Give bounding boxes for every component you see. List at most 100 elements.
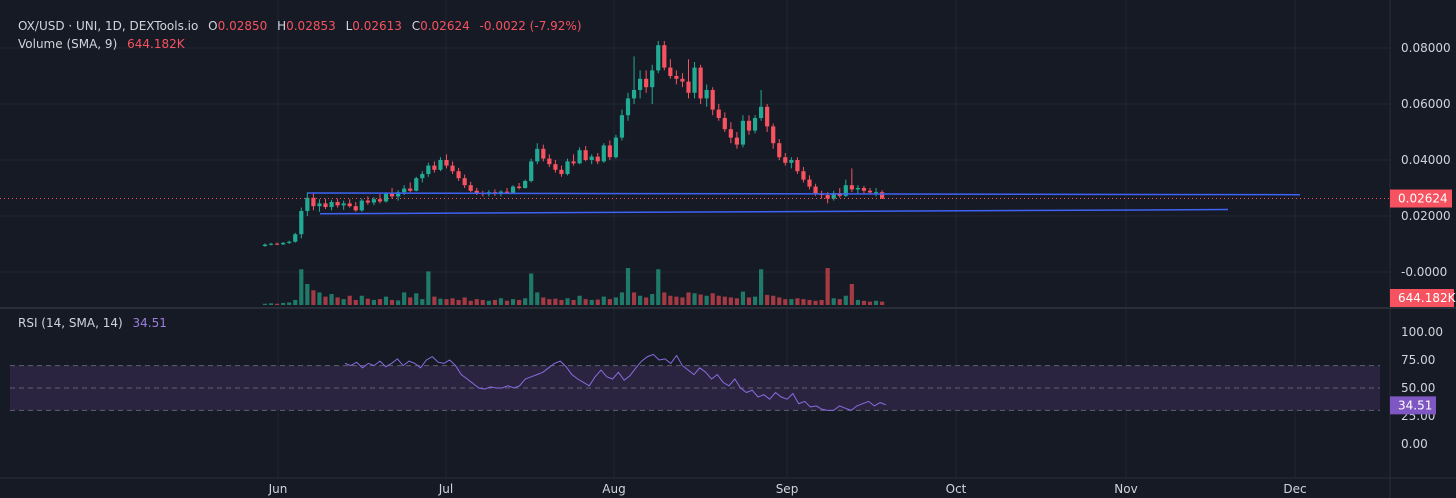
candle-body	[517, 186, 522, 188]
volume-bar	[480, 299, 485, 305]
candle-body	[722, 118, 727, 130]
x-tick-label: Dec	[1283, 482, 1306, 496]
candle-body	[353, 206, 358, 211]
volume-bar	[396, 300, 401, 305]
volume-legend[interactable]: Volume (SMA, 9) 644.182K	[18, 36, 185, 52]
volume-badge-label: 644.182K	[1398, 291, 1456, 305]
candle-body	[728, 129, 733, 138]
volume-bar	[510, 299, 516, 305]
candle-body	[359, 200, 364, 211]
volume-bar	[668, 295, 673, 305]
volume-bar	[638, 295, 643, 305]
volume-bar	[468, 300, 473, 305]
candle-body	[873, 192, 879, 194]
volume-bar	[456, 299, 461, 305]
rsi-tick-label: 50.00	[1401, 381, 1435, 395]
y-tick-label: 0.02000	[1401, 209, 1451, 223]
symbol-title[interactable]: OX/USD · UNI, 1D, DEXTools.io	[18, 19, 199, 33]
candle-body	[414, 178, 419, 191]
volume-bar	[517, 299, 522, 305]
volume-bar	[686, 292, 691, 305]
rsi-line	[344, 353, 887, 411]
volume-bar	[492, 299, 497, 305]
volume-bar	[383, 296, 389, 305]
candle-body	[335, 202, 340, 206]
volume-bar	[873, 300, 879, 305]
candle-body	[462, 178, 467, 186]
volume-bar	[692, 293, 697, 305]
candle-body	[740, 120, 746, 145]
candle-body	[625, 98, 631, 116]
x-tick-label: Nov	[1114, 482, 1137, 496]
volume-bar	[777, 297, 782, 305]
candle-body	[656, 45, 661, 71]
volume-bar	[589, 299, 594, 305]
candle-body	[783, 157, 788, 163]
candle-body	[668, 67, 673, 76]
candle-body	[341, 203, 346, 206]
volume-bar	[795, 298, 800, 305]
candle-body	[547, 158, 552, 165]
volume-bar	[613, 297, 618, 305]
volume-bar	[625, 268, 631, 305]
candle-body	[589, 156, 594, 160]
candle-body	[389, 193, 395, 197]
volume-bar	[553, 298, 558, 305]
volume-bar	[740, 291, 746, 305]
volume-bar	[420, 299, 425, 305]
volume-bar	[535, 292, 540, 305]
candle-body	[317, 203, 322, 207]
volume-bar	[474, 299, 479, 305]
candle-body	[638, 78, 643, 90]
rsi-tick-label: 75.00	[1401, 353, 1435, 367]
volume-bar	[807, 299, 812, 305]
candle-body	[595, 156, 600, 162]
candle-body	[450, 165, 455, 172]
candle-body	[347, 203, 352, 207]
price-legend: OX/USD · UNI, 1D, DEXTools.io O0.02850 H…	[18, 18, 582, 34]
support-lines	[0, 192, 1390, 215]
rsi-legend[interactable]: RSI (14, SMA, 14) 34.51	[18, 315, 167, 331]
candle-body	[444, 160, 449, 166]
candle-body	[438, 160, 443, 170]
close-key: C	[411, 19, 421, 33]
volume-bar	[855, 299, 860, 305]
candle-body	[831, 193, 836, 199]
candle-body	[311, 197, 316, 207]
volume-bar	[819, 299, 824, 305]
rsi-panel	[10, 353, 1380, 411]
volume-bar	[341, 299, 346, 305]
volume-bar	[287, 302, 292, 305]
candle-body	[765, 106, 770, 127]
volume-bar	[523, 298, 528, 305]
candle-body	[746, 120, 752, 131]
candle-body	[420, 174, 425, 179]
volume-bar	[299, 269, 304, 305]
volume-bar	[710, 293, 715, 305]
volume-bar	[268, 303, 274, 305]
volume-bar	[867, 301, 873, 305]
volume-bar	[571, 299, 576, 305]
volume-bar	[704, 295, 709, 305]
x-tick-label: Jul	[438, 482, 453, 496]
close-value: 0.02624	[420, 19, 470, 33]
volume-bar	[262, 303, 268, 305]
volume-bar	[583, 299, 588, 305]
candle-body	[287, 241, 292, 243]
candle-body	[396, 192, 401, 197]
volume-bar	[450, 298, 455, 305]
candlesticks	[262, 41, 885, 247]
volume-bar	[631, 292, 637, 305]
candle-body	[789, 160, 794, 163]
volume-bar	[861, 300, 867, 305]
last-price-badge	[1390, 189, 1452, 208]
candle-body	[813, 186, 818, 194]
support-line-lower	[319, 208, 1229, 215]
volume-bar	[577, 295, 582, 305]
candle-body	[383, 193, 389, 202]
volume-bar	[293, 299, 298, 305]
support-line-upper	[307, 192, 1301, 196]
candle-body	[710, 90, 715, 110]
candle-body	[329, 202, 334, 208]
